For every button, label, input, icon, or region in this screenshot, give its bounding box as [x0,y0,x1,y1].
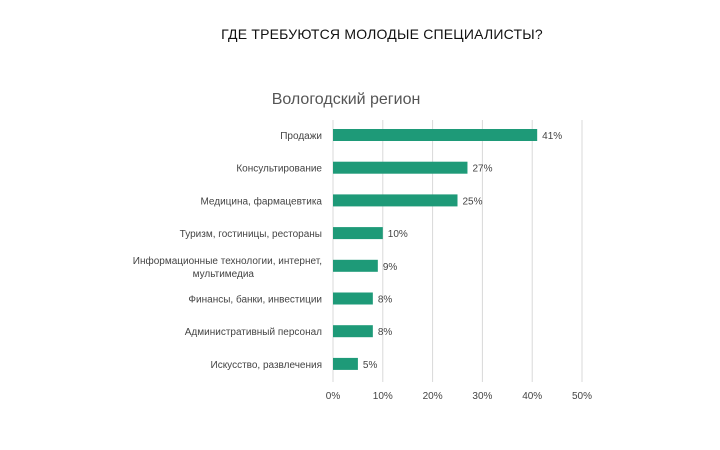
category-label: Финансы, банки, инвестиции [188,294,322,306]
data-label: 41% [542,131,562,142]
data-label: 25% [463,196,483,207]
data-label: 5% [363,360,378,371]
data-label: 8% [378,327,393,338]
data-label: 27% [472,164,492,175]
x-tick-label: 10% [373,391,393,402]
bar [333,325,373,338]
category-label: Медицина, фармацевтика [200,195,322,207]
page-title-text: ГДЕ ТРЕБУЮТСЯ МОЛОДЫЕ СПЕЦИАЛИСТЫ? [221,26,543,42]
category-label: Информационные технологии, интернет, муль… [133,255,322,280]
bar [333,292,373,305]
bar [333,259,378,272]
bars [333,129,538,370]
x-tick-label: 30% [472,391,492,402]
category-label: Консультирование [236,164,322,175]
x-axis-ticks: 0% 10% 20% 30% 40% 50% [326,391,592,402]
data-label: 8% [378,295,393,306]
category-label: Продажи [280,131,322,142]
bar [333,227,383,240]
bar [333,161,468,174]
page-title: ГДЕ ТРЕБУЮТСЯ МОЛОДЫЕ СПЕЦИАЛИСТЫ? [0,26,720,42]
data-label: 10% [388,229,408,240]
x-tick-label: 0% [326,391,341,402]
category-labels: Продажи Консультирование Медицина, фармаце… [133,131,323,371]
category-label: Туризм, гостиницы, рестораны [180,229,322,240]
chart-title: Вологодский регион [272,91,421,108]
gridlines [332,120,583,382]
value-labels: 41% 27% 25% 10% 9% 8% 8% 5% [363,131,562,371]
bar [333,357,358,370]
x-tick-label: 50% [572,391,592,402]
x-tick-label: 40% [522,391,542,402]
data-label: 9% [383,262,398,273]
x-tick-label: 20% [423,391,443,402]
category-label: Административный персонал [185,327,322,338]
category-label: Искусство, развлечения [211,360,323,371]
bar [333,129,538,141]
bar [333,194,458,207]
